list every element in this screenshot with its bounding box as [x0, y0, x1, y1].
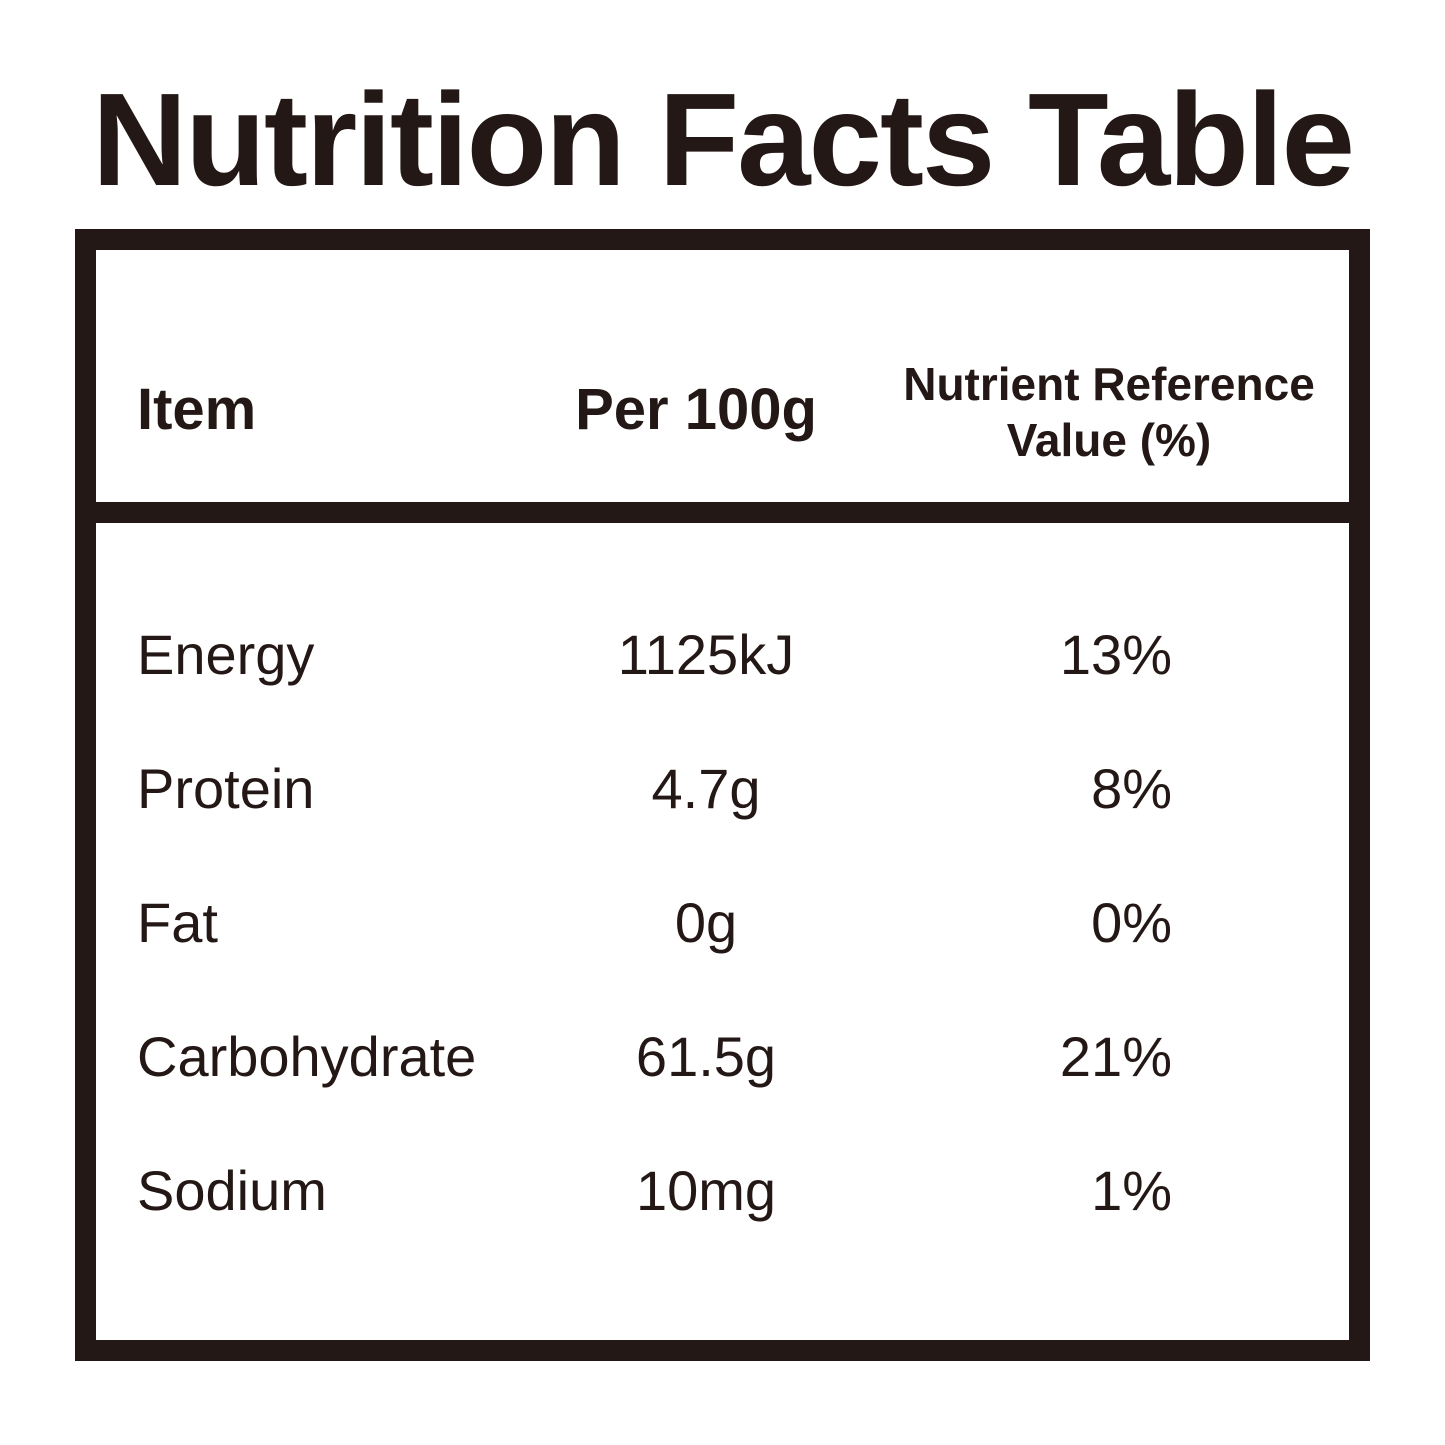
- row-carbohydrate-per: 61.5g: [635, 1025, 777, 1088]
- row-fat-per: 0g: [674, 891, 738, 954]
- row-protein-per: 4.7g: [651, 757, 761, 820]
- row-protein-item: Protein: [137, 757, 315, 820]
- row-protein-nrv: 8%: [1091, 757, 1172, 820]
- header-nrv: Nutrient Reference Value (%): [903, 358, 1315, 466]
- row-sodium-nrv: 1%: [1091, 1159, 1172, 1222]
- page-title: Nutrition Facts Table: [92, 66, 1355, 213]
- row-energy-per: 1125kJ: [617, 623, 795, 686]
- row-carbohydrate-nrv: 21%: [1059, 1025, 1172, 1088]
- row-carbohydrate-item: Carbohydrate: [137, 1025, 477, 1088]
- header-divider: [96, 502, 1349, 523]
- row-energy-item: Energy: [137, 623, 315, 686]
- nutrition-table: Item Per 100g Nutrient Reference Value (…: [75, 229, 1370, 1361]
- header-item: Item: [137, 377, 257, 442]
- row-fat-item: Fat: [137, 891, 218, 954]
- row-sodium-per: 10mg: [635, 1159, 777, 1222]
- row-fat-nrv: 0%: [1091, 891, 1172, 954]
- row-energy-nrv: 13%: [1059, 623, 1172, 686]
- row-sodium-item: Sodium: [137, 1159, 327, 1222]
- header-per-100g: Per 100g: [575, 377, 817, 442]
